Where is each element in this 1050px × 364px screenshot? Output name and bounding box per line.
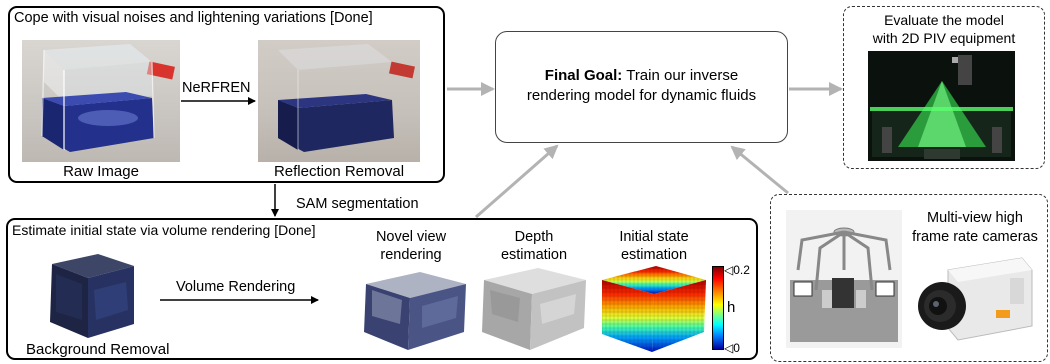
cameras-to-goal-arrow bbox=[730, 145, 789, 195]
piv-evaluation-box bbox=[843, 6, 1045, 169]
novel-view-line1: Novel view bbox=[375, 229, 447, 245]
background-removed-image bbox=[42, 250, 140, 342]
background-removal-caption: Background Removal bbox=[26, 341, 170, 358]
final-goal-text: Train our inverse bbox=[622, 67, 739, 84]
piv-equipment-image bbox=[868, 51, 1015, 161]
reflection-removal-panel bbox=[8, 6, 445, 183]
reflection-panel-title: Cope with visual noises and lightening v… bbox=[14, 10, 373, 26]
novel-view-line2: rendering bbox=[380, 247, 442, 263]
raw-image-caption: Raw Image bbox=[63, 163, 139, 180]
initial-state-line2: estimation bbox=[620, 247, 688, 263]
high-speed-camera-image bbox=[914, 250, 1038, 350]
camera-rig-image bbox=[786, 210, 902, 348]
reflection-removal-caption: Reflection Removal bbox=[273, 163, 405, 180]
sam-segmentation-label: SAM segmentation bbox=[296, 196, 419, 212]
cameras-box bbox=[770, 194, 1048, 362]
depth-estimation-image bbox=[480, 264, 590, 352]
depth-line2: estimation bbox=[500, 247, 568, 263]
novel-view-image bbox=[362, 266, 468, 352]
evaluate-line1: Evaluate the model bbox=[884, 12, 1004, 28]
final-goal-line1: Final Goal: Train our inverse bbox=[495, 67, 788, 84]
colorbar-min: ◁0 bbox=[724, 341, 740, 355]
evaluate-line2: with 2D PIV equipment bbox=[872, 30, 1016, 46]
volume-to-goal-arrow bbox=[475, 144, 559, 219]
colorbar bbox=[712, 266, 724, 350]
initial-state-line1: Initial state bbox=[619, 229, 689, 245]
cameras-line2: frame rate cameras bbox=[912, 229, 1038, 245]
initial-state-scatter bbox=[600, 262, 708, 354]
colorbar-max: ◁0.2 bbox=[724, 263, 750, 277]
final-goal-bold: Final Goal: bbox=[544, 67, 623, 84]
depth-line1: Depth bbox=[514, 229, 554, 245]
reflection-removed-image bbox=[258, 40, 420, 162]
colorbar-label: h bbox=[727, 299, 736, 316]
cameras-line1: Multi-view high bbox=[927, 210, 1023, 226]
final-goal-box bbox=[495, 31, 788, 143]
nerfren-label: NeRFREN bbox=[182, 80, 251, 96]
volume-rendering-panel bbox=[6, 218, 758, 360]
final-goal-line2: rendering model for dynamic fluids bbox=[526, 87, 757, 104]
raw-image bbox=[22, 40, 180, 162]
volume-panel-title: Estimate initial state via volume render… bbox=[12, 222, 316, 238]
volume-rendering-label: Volume Rendering bbox=[176, 279, 296, 295]
